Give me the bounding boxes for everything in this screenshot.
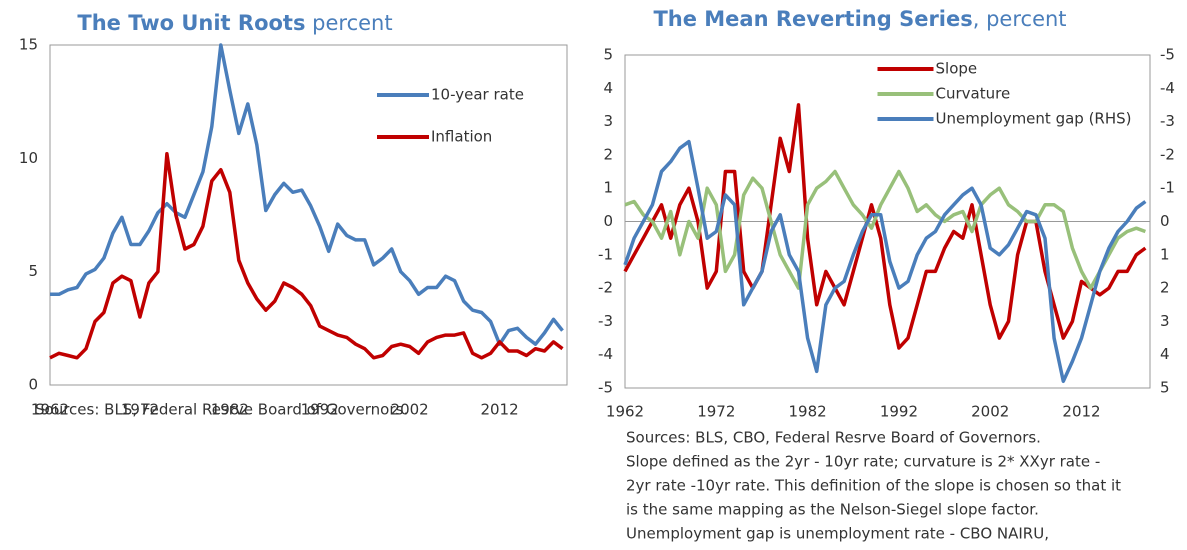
title: The Two Unit Roots — [77, 11, 305, 35]
y2-tick-label: 0 — [1160, 212, 1170, 230]
y2-tick-label: -2 — [1160, 145, 1175, 163]
y-tick-label: 4 — [603, 79, 613, 97]
source-note: Slope defined as the 2yr - 10yr rate; cu… — [626, 453, 1100, 471]
y-tick-label: -4 — [598, 345, 613, 363]
y2-tick-label: 4 — [1160, 345, 1170, 363]
y-tick-label: -2 — [598, 279, 613, 297]
source-note: Sources: BLS, CBO, Federal Resrve Board … — [626, 429, 1041, 447]
y-tick-label: 2 — [603, 145, 613, 163]
y-tick-label: 15 — [19, 36, 38, 54]
y2-tick-label: -5 — [1160, 46, 1175, 64]
legend-label: Unemployment gap (RHS) — [936, 110, 1132, 128]
y-tick-label: 0 — [28, 376, 38, 394]
y2-tick-label: 1 — [1160, 245, 1170, 263]
x-tick-label: 1972 — [121, 401, 159, 419]
source-note: is the same mapping as the Nelson-Siegel… — [626, 501, 1039, 519]
series-line — [49, 152, 564, 360]
y2-tick-label: -1 — [1160, 179, 1175, 197]
y-tick-label: 1 — [603, 179, 613, 197]
x-tick-label: 1972 — [697, 403, 735, 421]
series-line — [624, 169, 1146, 290]
legend-label: 10-year rate — [431, 86, 524, 104]
y-tick-label: 3 — [603, 112, 613, 130]
y2-tick-label: -4 — [1160, 79, 1175, 97]
y2-tick-label: 3 — [1160, 312, 1170, 330]
x-tick-label: 1962 — [31, 401, 69, 419]
y-tick-label: 0 — [603, 212, 613, 230]
x-tick-label: 2012 — [1062, 403, 1100, 421]
chart-title: The Mean Reverting Series, percent — [653, 7, 1066, 31]
y-tick-label: -5 — [598, 379, 613, 397]
legend-label: Inflation — [431, 128, 492, 146]
y-tick-label: 10 — [19, 149, 38, 167]
y-tick-label: -3 — [598, 312, 613, 330]
subtitle: percent — [312, 11, 392, 35]
y2-tick-label: -3 — [1160, 112, 1175, 130]
title: The Mean Reverting Series — [653, 7, 972, 31]
subtitle: , percent — [973, 7, 1067, 31]
series-line — [623, 103, 1147, 350]
x-tick-label: 1982 — [789, 403, 827, 421]
series-line — [50, 43, 564, 346]
series-line — [623, 139, 1147, 384]
y-tick-label: 5 — [603, 46, 613, 64]
source-note: Unemployment gap is unemployment rate - … — [626, 525, 1049, 543]
y-tick-label: 5 — [28, 262, 38, 280]
x-tick-label: 1992 — [880, 403, 918, 421]
x-tick-label: 1962 — [606, 403, 644, 421]
y-tick-label: -1 — [598, 245, 613, 263]
chart-title: The Two Unit Roots percent — [77, 11, 392, 35]
y2-tick-label: 2 — [1160, 279, 1170, 297]
x-tick-label: 1982 — [211, 401, 249, 419]
legend-label: Slope — [936, 60, 978, 78]
x-tick-label: 2002 — [391, 401, 429, 419]
x-tick-label: 2002 — [971, 403, 1009, 421]
source-note: Sources: BLS, Federal Resrve Board of Go… — [35, 401, 408, 419]
x-tick-label: 1992 — [301, 401, 339, 419]
plot-frame — [49, 44, 568, 386]
y2-tick-label: 5 — [1160, 379, 1170, 397]
legend-label: Curvature — [936, 85, 1011, 103]
source-note: 2yr rate -10yr rate. This definition of … — [626, 477, 1121, 495]
x-tick-label: 2012 — [480, 401, 518, 419]
